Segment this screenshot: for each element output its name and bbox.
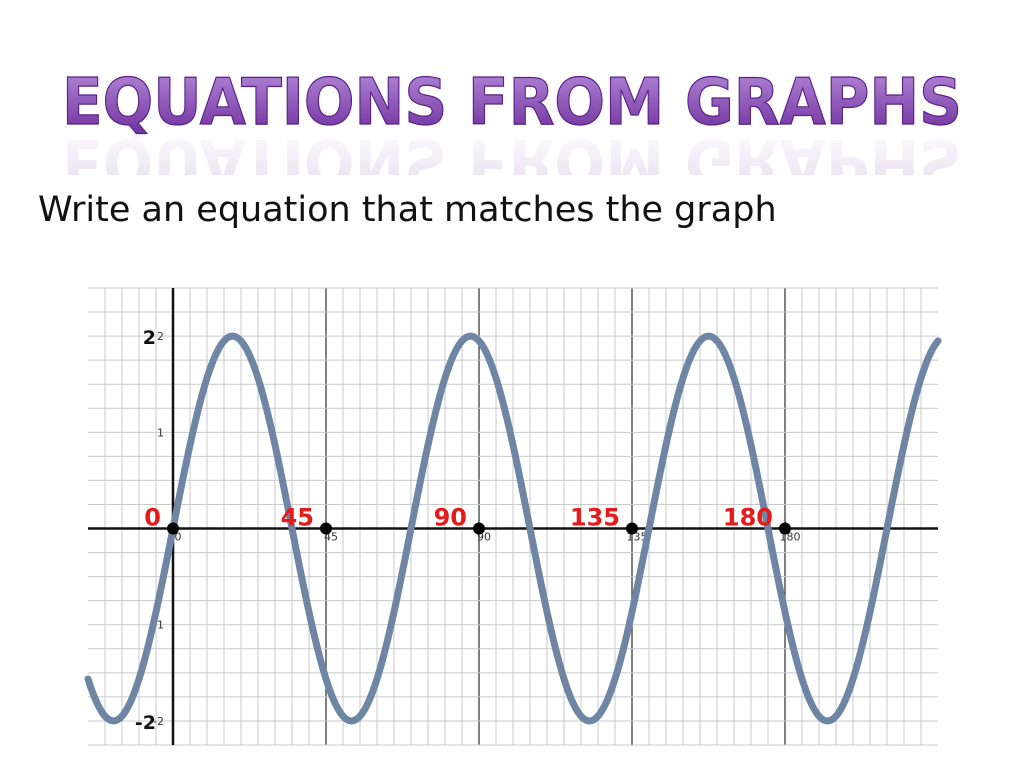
callout-labels: 0 45 90 135 180 2 -2 xyxy=(135,327,773,734)
sine-curve xyxy=(84,332,942,725)
marked-point xyxy=(779,522,791,535)
x-callout-label: 135 xyxy=(570,504,620,532)
x-callout-label: 45 xyxy=(281,504,314,532)
slide-subtitle: Write an equation that matches the graph xyxy=(38,190,777,230)
x-callout-label: 90 xyxy=(434,504,467,532)
marked-points xyxy=(167,522,791,535)
slide-title-reflection: EQUATIONS FROM GRAPHS xyxy=(62,124,962,175)
x-callout-label: 0 xyxy=(144,504,161,532)
marked-point xyxy=(626,522,638,535)
series xyxy=(84,332,942,725)
x-callout-label: 180 xyxy=(723,504,773,532)
sine-graph: 0 45 90 135 180 2 1 -1 -2 0 45 90 135 180 2 -2 xyxy=(84,287,942,746)
y-callout-label: -2 xyxy=(135,712,156,734)
marked-point xyxy=(320,522,332,535)
y-tick-label: 1 xyxy=(157,426,164,439)
slide-title: EQUATIONS FROM GRAPHS EQUATIONS FROM GRA… xyxy=(61,65,962,175)
y-callout-label: 2 xyxy=(143,327,156,349)
y-tick-label: -2 xyxy=(153,715,164,728)
y-tick-label: 2 xyxy=(157,330,164,343)
marked-point xyxy=(473,522,485,535)
slide-title-text: EQUATIONS FROM GRAPHS xyxy=(62,66,962,140)
x-tick-label: 0 xyxy=(175,531,182,544)
y-tick-label: -1 xyxy=(153,619,164,632)
marked-point xyxy=(167,522,179,535)
